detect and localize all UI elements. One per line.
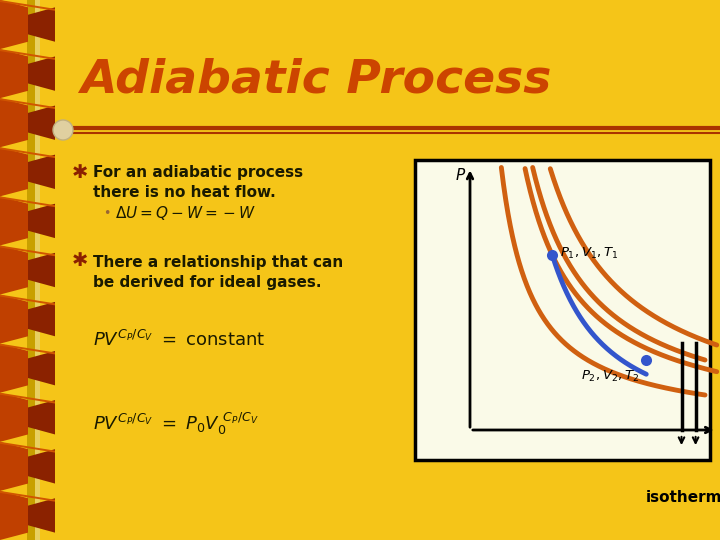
Polygon shape xyxy=(0,197,28,246)
Bar xyxy=(415,160,710,460)
Text: ✱: ✱ xyxy=(72,163,89,181)
Polygon shape xyxy=(28,8,55,42)
Polygon shape xyxy=(0,294,55,305)
Polygon shape xyxy=(28,498,55,532)
Polygon shape xyxy=(0,491,28,540)
Polygon shape xyxy=(0,491,55,502)
Text: isotherms: isotherms xyxy=(646,490,720,505)
Polygon shape xyxy=(28,204,55,238)
Polygon shape xyxy=(28,449,55,483)
Circle shape xyxy=(53,120,73,140)
Polygon shape xyxy=(0,0,28,49)
Text: •: • xyxy=(103,206,110,219)
Text: There a relationship that can
be derived for ideal gases.: There a relationship that can be derived… xyxy=(93,255,343,290)
Polygon shape xyxy=(0,246,28,294)
Polygon shape xyxy=(0,147,28,197)
Polygon shape xyxy=(0,343,28,393)
Polygon shape xyxy=(28,351,55,386)
Polygon shape xyxy=(0,49,28,98)
Text: $\Delta U = Q - W = - W$: $\Delta U = Q - W = - W$ xyxy=(115,204,256,222)
Polygon shape xyxy=(28,253,55,287)
Polygon shape xyxy=(0,442,28,491)
Polygon shape xyxy=(0,49,55,60)
Polygon shape xyxy=(0,98,28,147)
Text: $PV^{C_P/C_V}\ =\ P_0 V_0^{\ C_P/C_V}$: $PV^{C_P/C_V}\ =\ P_0 V_0^{\ C_P/C_V}$ xyxy=(93,410,258,436)
Text: P: P xyxy=(455,167,464,183)
Polygon shape xyxy=(0,393,55,403)
Polygon shape xyxy=(28,105,55,140)
Polygon shape xyxy=(0,393,28,442)
Text: $P_2, V_2, T_2$: $P_2, V_2, T_2$ xyxy=(581,368,639,383)
Polygon shape xyxy=(28,400,55,435)
Polygon shape xyxy=(0,246,55,256)
Text: $P_1, V_1, T_1$: $P_1, V_1, T_1$ xyxy=(560,246,618,261)
Bar xyxy=(27,0,35,540)
Text: For an adiabatic process
there is no heat flow.: For an adiabatic process there is no hea… xyxy=(93,165,303,200)
Text: Adiabatic Process: Adiabatic Process xyxy=(80,57,552,103)
Polygon shape xyxy=(0,98,55,109)
Polygon shape xyxy=(0,343,55,354)
Polygon shape xyxy=(28,154,55,189)
Polygon shape xyxy=(0,0,55,11)
Polygon shape xyxy=(28,302,55,336)
Polygon shape xyxy=(0,442,55,453)
Polygon shape xyxy=(28,57,55,91)
Polygon shape xyxy=(0,197,55,207)
Bar xyxy=(35,0,40,540)
Text: ✱: ✱ xyxy=(72,251,89,269)
Polygon shape xyxy=(0,294,28,343)
Polygon shape xyxy=(0,147,55,158)
Text: $PV^{C_P/C_V}\ =\ \mathrm{constant}$: $PV^{C_P/C_V}\ =\ \mathrm{constant}$ xyxy=(93,330,266,350)
